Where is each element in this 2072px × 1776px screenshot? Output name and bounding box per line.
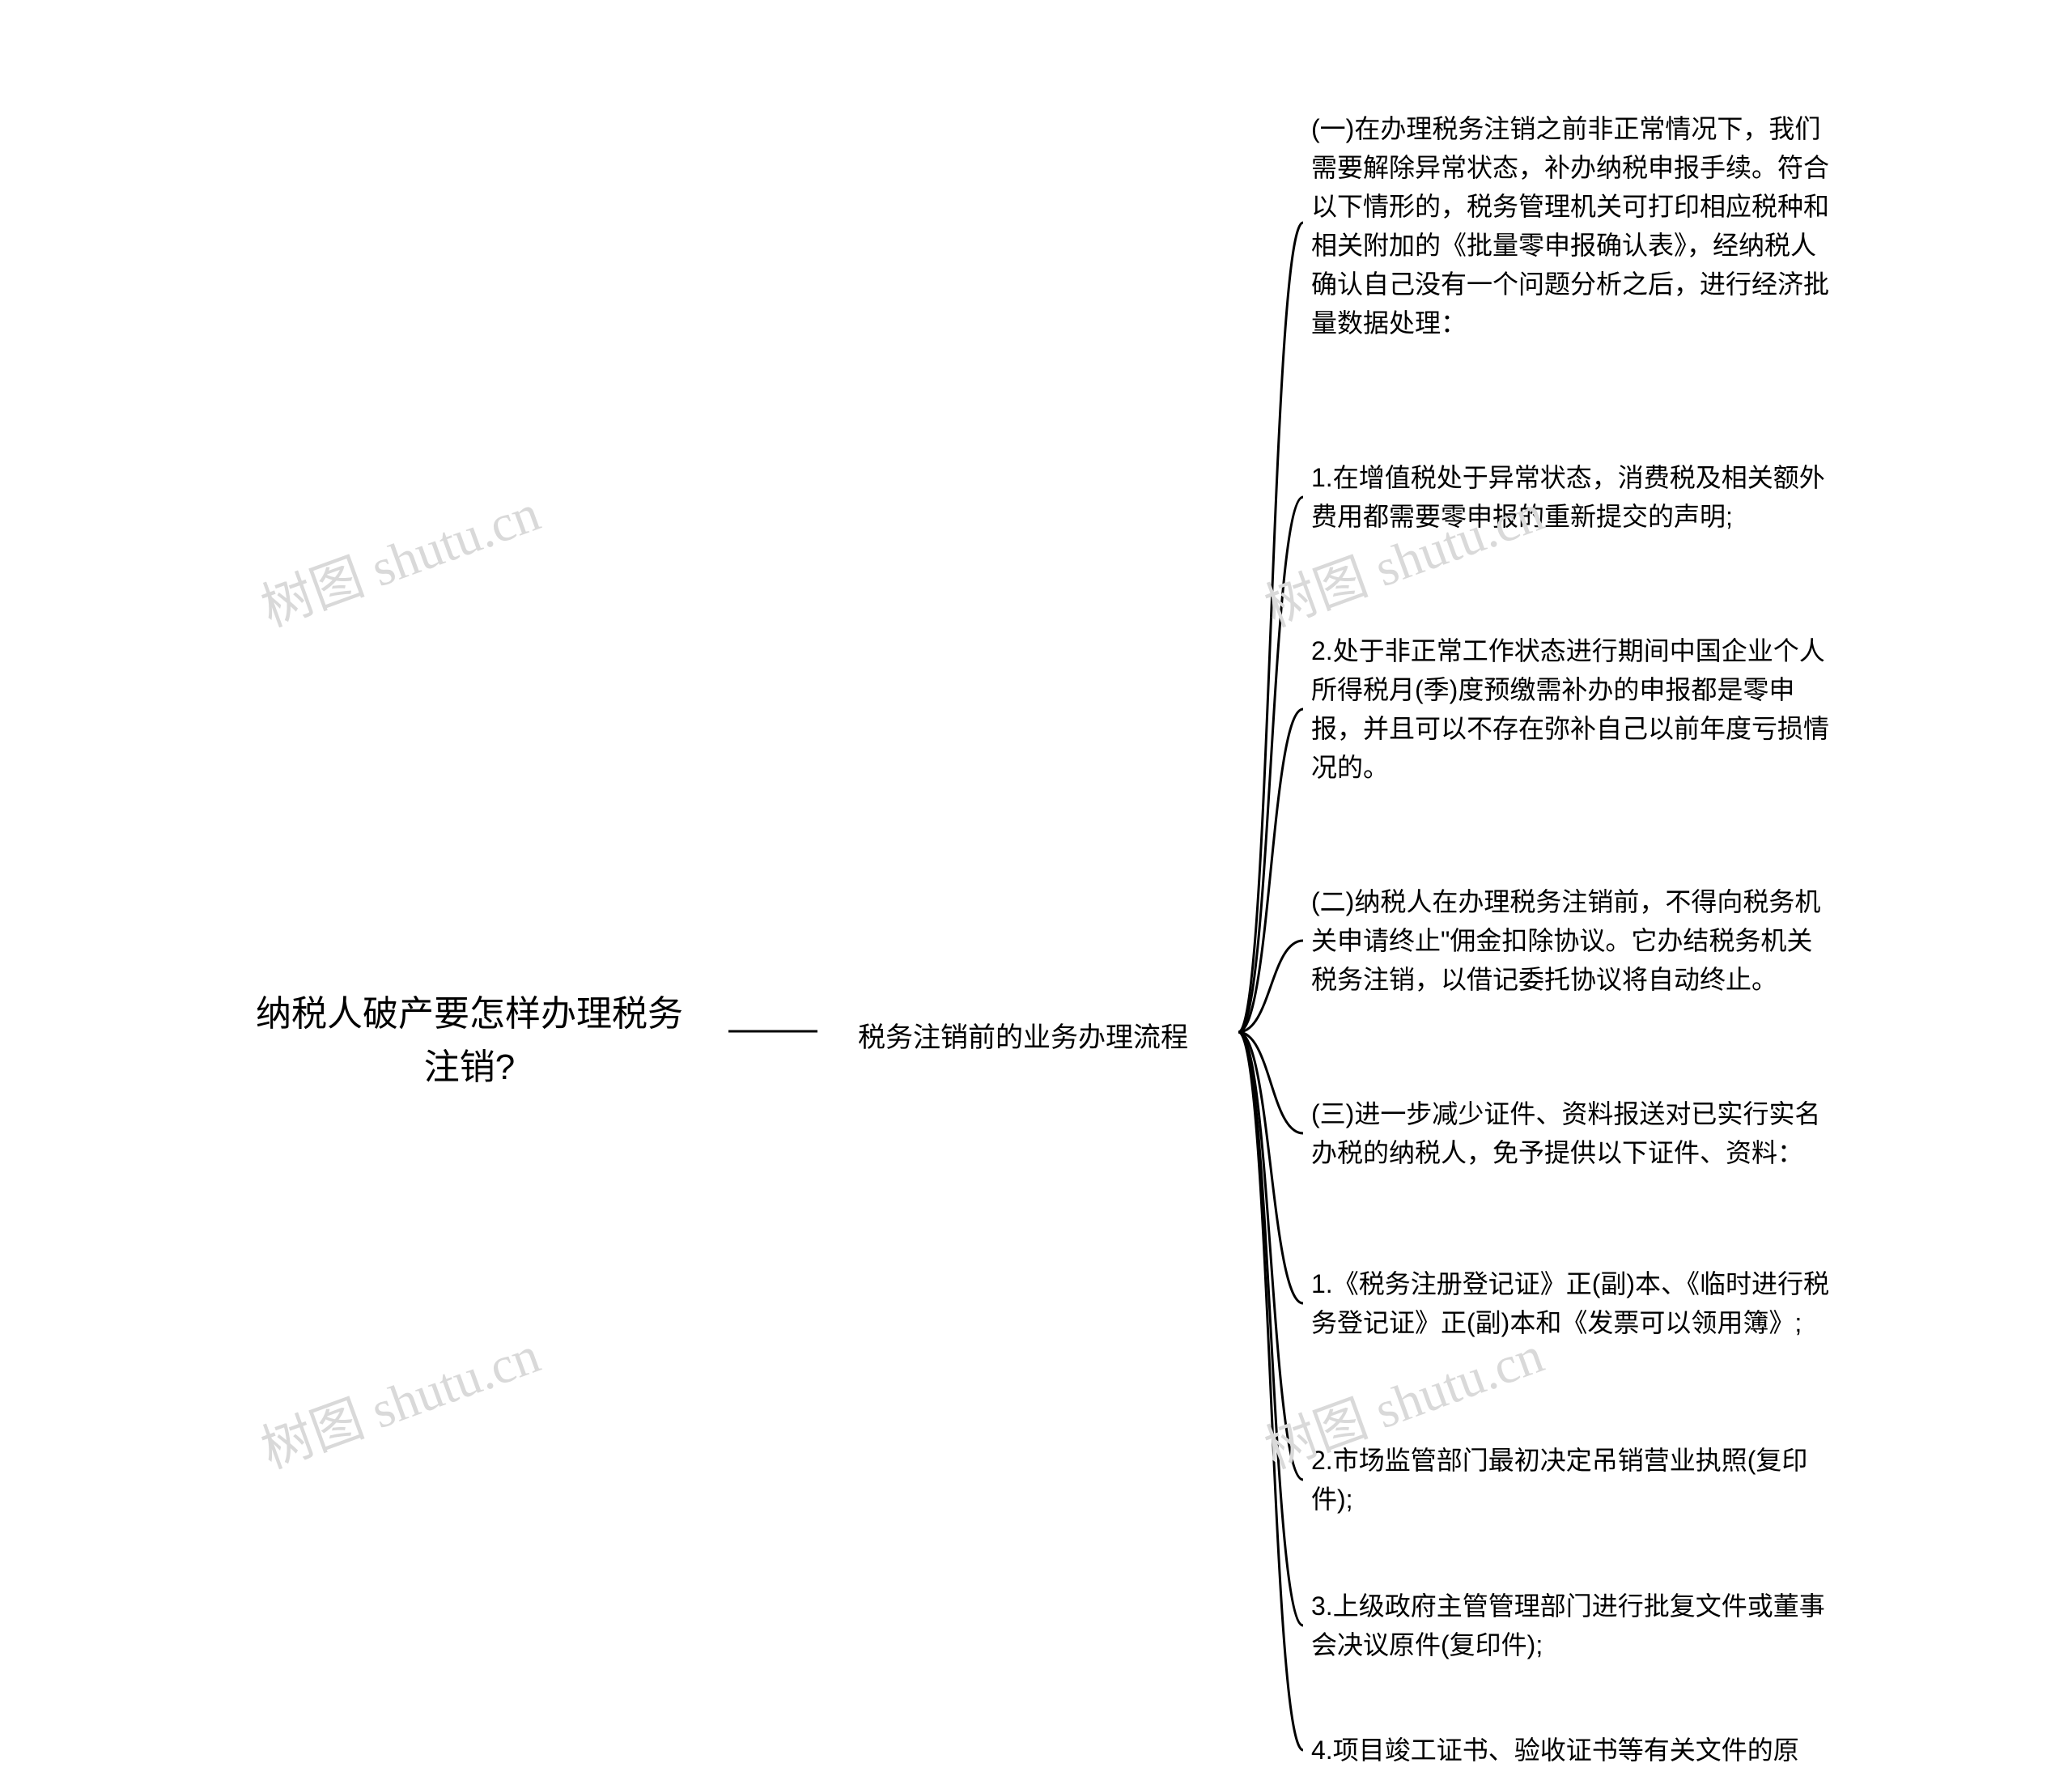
leaf-node: 2.处于非正常工作状态进行期间中国企业个人所得税月(季)度预缴需补办的申报都是零…	[1311, 631, 1829, 787]
leaf-node: 4.项目竣工证书、验收证书等有关文件的原件。	[1311, 1731, 1829, 1776]
watermark: 树图 shutu.cn	[250, 1314, 549, 1483]
leaf-node: 1.《税务注册登记证》正(副)本、《临时进行税务登记证》正(副)本和《发票可以领…	[1311, 1264, 1829, 1342]
root-node: 纳税人破产要怎样办理税务注销?	[243, 988, 696, 1094]
branch-node: 税务注销前的业务办理流程	[858, 1018, 1188, 1059]
leaf-node: (三)进一步减少证件、资料报送对已实行实名办税的纳税人，免予提供以下证件、资料：	[1311, 1094, 1829, 1172]
leaf-node: (一)在办理税务注销之前非正常情况下，我们需要解除异常状态，补办纳税申报手续。符…	[1311, 109, 1829, 342]
watermark: 树图 shutu.cn	[250, 472, 549, 641]
leaf-node: 1.在增值税处于异常状态，消费税及相关额外费用都需要零申报的重新提交的声明;	[1311, 458, 1829, 536]
leaf-node: 2.市场监管部门最初决定吊销营业执照(复印件);	[1311, 1441, 1829, 1519]
leaf-node: 3.上级政府主管管理部门进行批复文件或董事会决议原件(复印件);	[1311, 1587, 1829, 1664]
leaf-node: (二)纳税人在办理税务注销前，不得向税务机关申请终止"佣金扣除协议。它办结税务机…	[1311, 882, 1829, 999]
